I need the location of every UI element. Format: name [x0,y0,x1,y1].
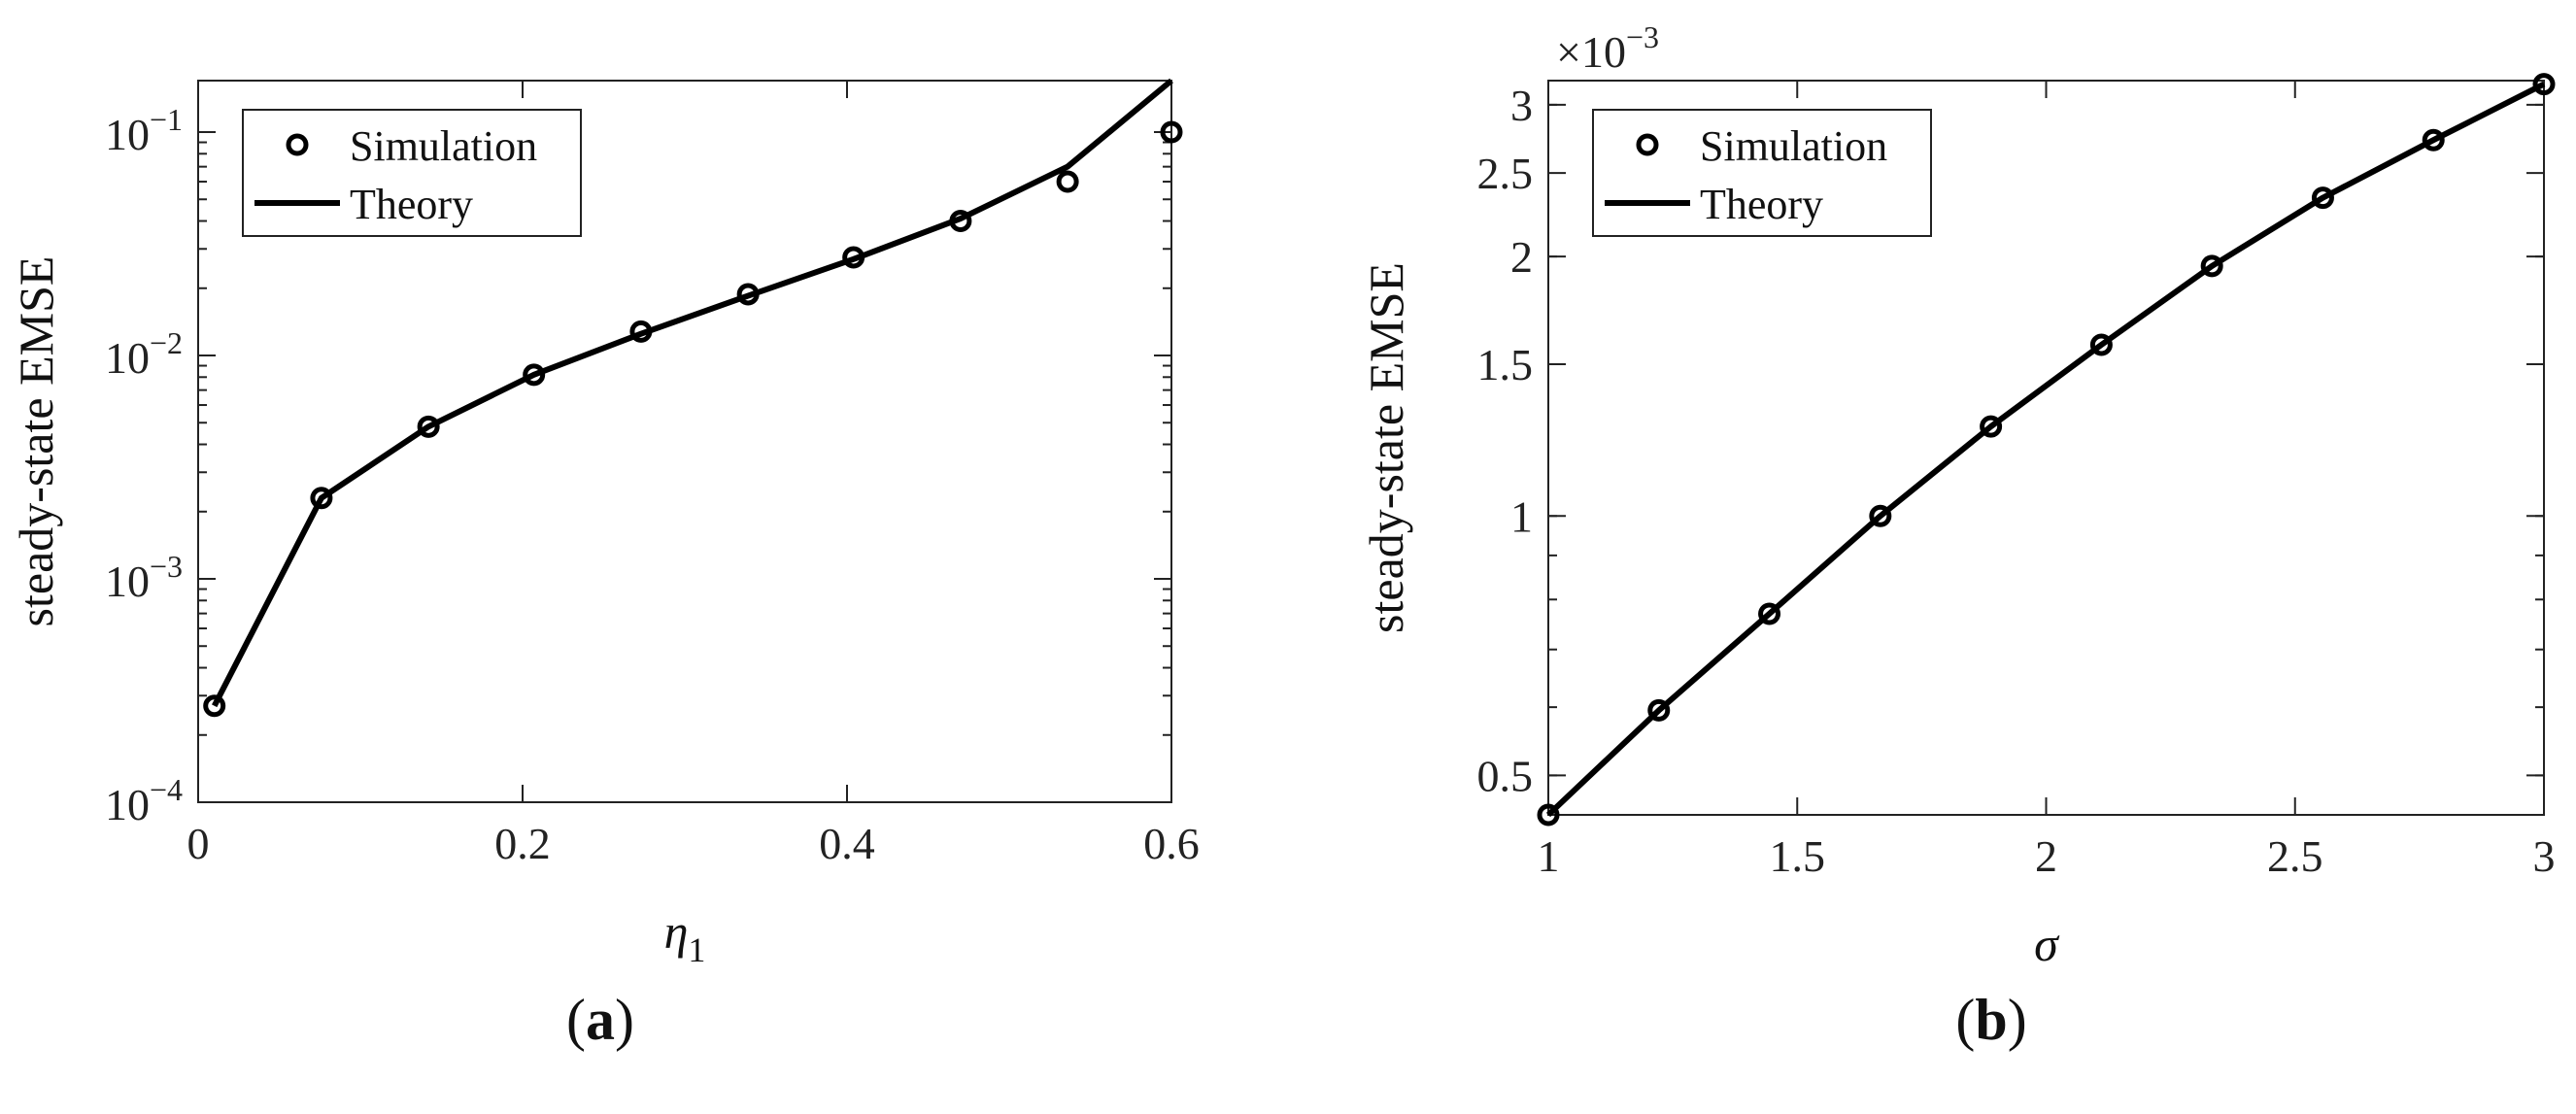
axis-multiplier-base: ×10 [1556,27,1626,77]
y-tick-label: 10−2 [105,325,183,383]
y-tick-exponent: −2 [150,325,183,360]
caption-open: ( [566,988,586,1052]
caption-close: ) [2008,988,2027,1052]
x-tick-label: 3 [2533,831,2556,881]
y-tick-label: 1.5 [1477,340,1534,389]
x-tick-label: 0.4 [819,819,875,868]
data-point [2200,254,2223,278]
data-point [1980,415,2003,438]
legend-label-simulation: Simulation [350,122,537,170]
legend-label-theory: Theory [1700,181,1823,228]
legend-marker-simulation [286,133,309,156]
data-point [842,246,865,269]
x-tick-label: 1 [1538,831,1560,881]
y-axis-label: steady-state EMSE [9,256,63,627]
x-axis-subscript: 1 [688,930,705,969]
x-tick-label: 2 [2035,831,2057,881]
y-tick-base: 10 [105,780,150,829]
data-point [736,283,760,306]
plot-frame [197,80,1172,803]
x-axis-symbol: η [664,904,689,959]
data-point [523,363,546,387]
data-point [2311,186,2334,210]
axis-multiplier: ×10−3 [1556,19,1659,77]
x-tick-label: 0 [187,819,210,868]
x-tick-label: 2.5 [2267,831,2323,881]
data-point [2089,333,2113,356]
x-tick-label: 0.2 [494,819,551,868]
series-line-theory [1545,81,2546,818]
legend-box [1592,109,1932,237]
x-axis-label: σ [2034,917,2060,971]
data-point [1160,120,1183,144]
panel-caption: (a) [566,988,634,1052]
series-line-theory [212,78,1173,708]
y-tick-exponent: −1 [150,102,183,137]
legend: Simulation Theory [242,109,582,237]
data-point [203,694,226,718]
data-point [1056,170,1079,193]
data-point [1537,803,1560,827]
data-point [1758,602,1781,625]
y-tick-base: 10 [105,110,150,159]
y-tick-label: 2.5 [1477,149,1534,198]
caption-letter: a [586,988,615,1052]
legend-marker-simulation [1636,133,1659,156]
data-point [949,210,972,233]
y-tick-label: 0.5 [1477,751,1534,800]
data-point [1647,698,1671,722]
caption-letter: b [1975,988,2007,1052]
caption-close: ) [615,988,634,1052]
y-tick-base: 10 [105,557,150,606]
legend-label-theory: Theory [350,181,473,228]
panel-caption: (b) [1955,988,2026,1052]
y-tick-label: 2 [1510,232,1533,282]
data-point [417,415,440,438]
y-tick-label: 3 [1510,81,1533,130]
data-point [310,487,333,510]
caption-open: ( [1955,988,1975,1052]
data-point [629,320,653,343]
data-point [2532,73,2556,96]
y-tick-exponent: −4 [150,772,183,807]
y-tick-label: 1 [1510,491,1533,541]
y-tick-exponent: −3 [150,549,183,584]
data-point [2422,128,2445,152]
y-axis-label: steady-state EMSE [1359,262,1413,633]
data-point [1869,504,1892,527]
x-tick-label: 0.6 [1143,819,1200,868]
legend-label-simulation: Simulation [1700,122,1887,170]
y-tick-label: 10−4 [105,772,183,829]
legend-box [242,109,582,237]
legend: Simulation Theory [1592,109,1932,237]
y-tick-base: 10 [105,333,150,383]
y-tick-label: 10−3 [105,549,183,606]
x-tick-label: 1.5 [1770,831,1826,881]
axis-multiplier-exponent: −3 [1626,19,1659,54]
x-axis-label: η1 [664,904,706,969]
y-tick-label: 10−1 [105,102,183,159]
